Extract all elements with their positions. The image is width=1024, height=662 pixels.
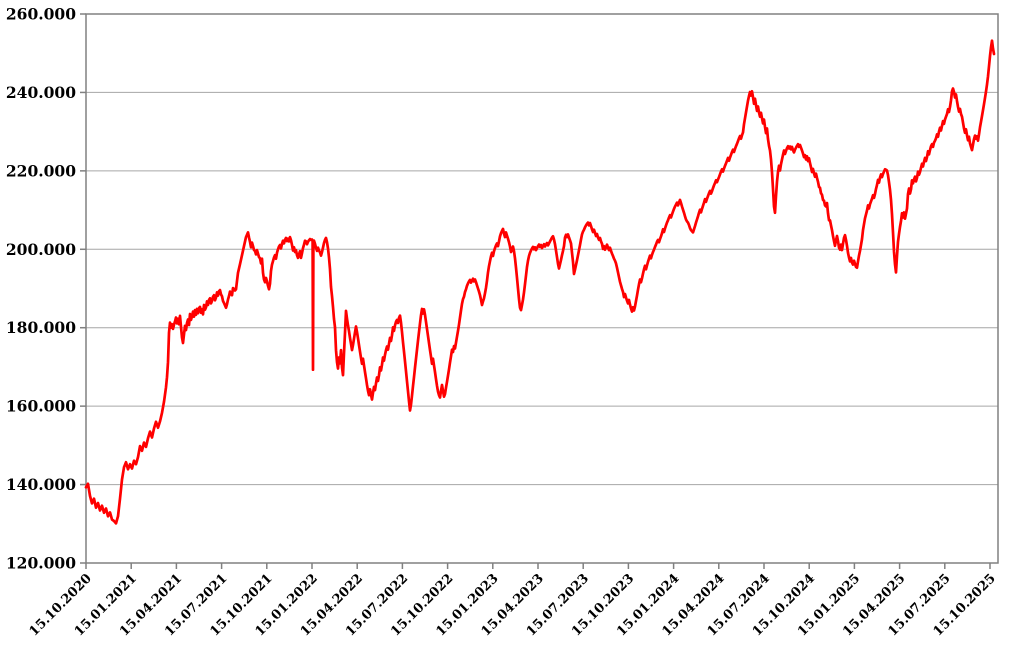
y-tick-label: 180.000 <box>6 318 76 337</box>
y-tick-label: 160.000 <box>6 397 76 416</box>
plot-frame <box>85 13 999 564</box>
y-tick-label: 200.000 <box>6 240 76 259</box>
y-tick-label: 220.000 <box>6 161 76 180</box>
y-tick-label: 240.000 <box>6 83 76 102</box>
y-tick-label: 260.000 <box>6 5 76 24</box>
y-tick-label: 120.000 <box>6 554 76 573</box>
y-tick-label: 140.000 <box>6 475 76 494</box>
price-series-line <box>84 39 996 525</box>
